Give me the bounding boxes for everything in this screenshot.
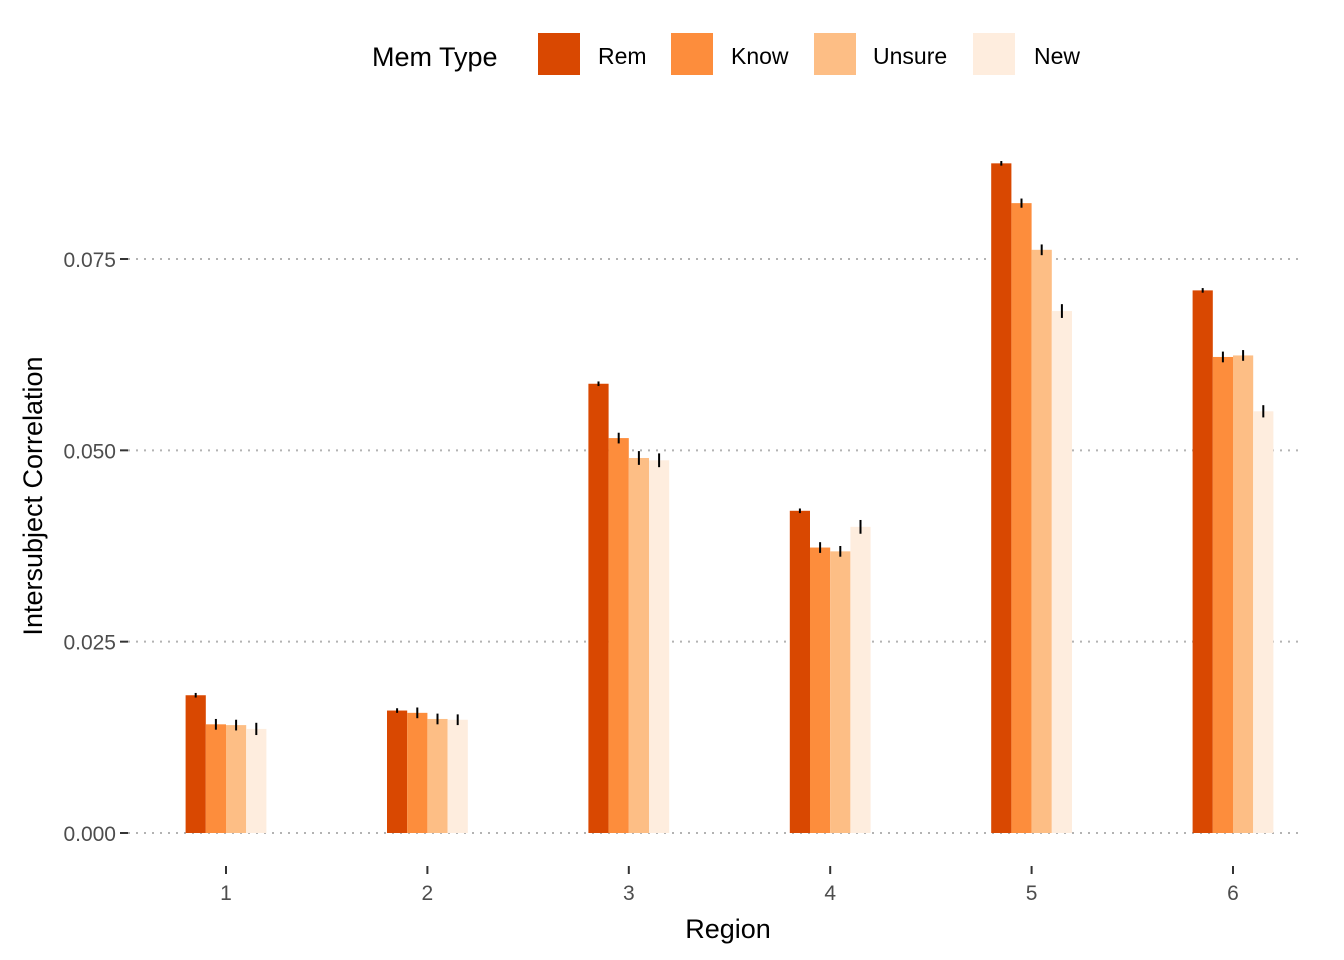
x-tick-label-5: 5 [1026,882,1038,905]
bar-new-region-4 [850,526,871,833]
bar-new-region-3 [649,460,670,833]
legend: Mem Type Rem Know Unsure New [372,33,1080,75]
y-tick-label-3: 0.075 [63,249,116,272]
bar-new-region-5 [1051,311,1072,833]
x-tick-label-3: 3 [623,882,635,905]
legend-key-new [973,33,1015,75]
legend-key-know [671,33,713,75]
bar-rem-region-2 [387,710,408,833]
grid-layer [128,258,1300,834]
y-axis-title: Intersubject Correlation [18,356,48,635]
bar-know-region-5 [1011,203,1032,833]
x-tick-label-4: 4 [824,882,836,905]
x-axis: 1 2 3 4 5 6 [220,866,1239,905]
y-tick-label-2: 0.050 [63,440,116,463]
y-axis: 0.000 0.025 0.050 0.075 [63,249,128,846]
bar-rem-region-6 [1192,290,1213,833]
bar-know-region-4 [810,547,831,833]
bar-unsure-region-4 [830,551,851,833]
bar-new-region-2 [447,719,468,833]
bar-know-region-1 [205,724,226,833]
bar-new-region-6 [1253,411,1274,833]
legend-label-know: Know [731,43,789,69]
bar-rem-region-3 [588,383,609,833]
legend-key-unsure [814,33,856,75]
y-tick-label-0: 0.000 [63,823,116,846]
legend-key-rem [538,33,580,75]
bars-layer [185,163,1274,834]
x-axis-title: Region [685,914,771,944]
bar-know-region-6 [1212,356,1233,833]
bar-rem-region-1 [185,695,206,833]
bar-rem-region-4 [789,510,810,833]
bar-unsure-region-6 [1233,355,1254,833]
y-tick-label-1: 0.025 [63,632,116,655]
bar-rem-region-5 [991,163,1012,834]
legend-label-rem: Rem [598,43,647,69]
x-tick-label-6: 6 [1227,882,1239,905]
bar-unsure-region-5 [1031,249,1052,834]
x-tick-label-2: 2 [422,882,434,905]
bar-unsure-region-2 [427,718,448,833]
bar-new-region-1 [246,728,267,833]
bar-know-region-2 [407,712,428,833]
x-tick-label-1: 1 [220,882,232,905]
bar-know-region-3 [608,438,629,833]
bar-unsure-region-1 [226,725,247,833]
legend-label-unsure: Unsure [873,43,947,69]
error-bars-layer [194,161,1265,736]
legend-title: Mem Type [372,42,498,72]
legend-label-new: New [1034,43,1080,69]
bar-unsure-region-3 [628,457,649,833]
